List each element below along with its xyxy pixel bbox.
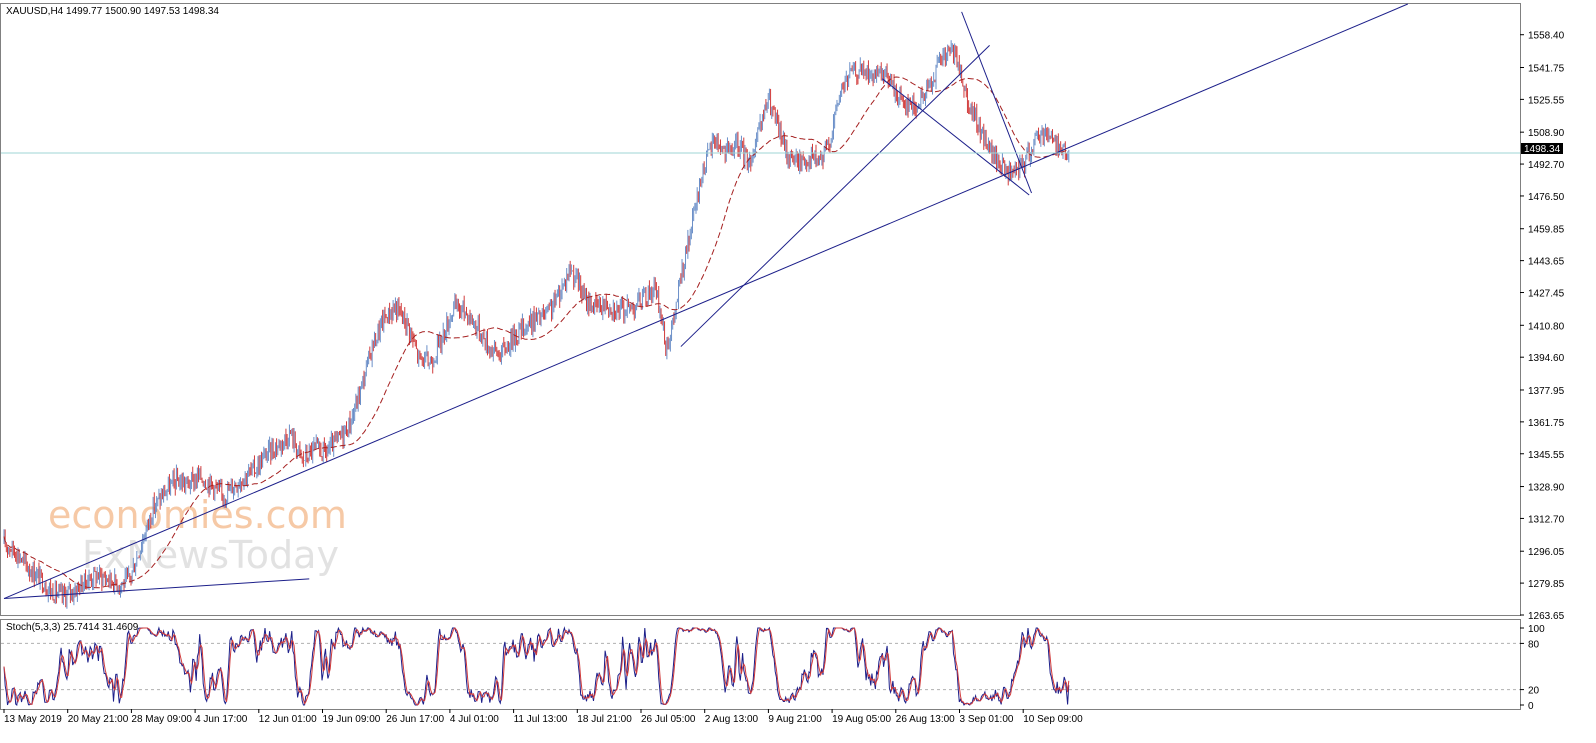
y-tick-label: 1361.75 bbox=[1528, 418, 1565, 429]
main-support-line bbox=[3, 3, 1409, 600]
y-tick-label: 1492.70 bbox=[1528, 160, 1565, 171]
candlesticks bbox=[3, 40, 1070, 609]
y-tick-label: 1427.45 bbox=[1528, 289, 1565, 300]
x-tick-label: 28 May 09:00 bbox=[131, 714, 192, 725]
y-tick-label: 1312.70 bbox=[1528, 514, 1565, 525]
stoch-d-line bbox=[3, 627, 1070, 706]
x-tick-label: 13 May 2019 bbox=[4, 714, 62, 725]
watermark-economies: economies.com bbox=[48, 493, 347, 537]
stoch-tick-label: 80 bbox=[1528, 639, 1540, 650]
time-axis: 13 May 2019 20 May 21:00 28 May 09:00 4 Jun… bbox=[3, 709, 1083, 725]
y-tick-label: 1263.65 bbox=[1528, 611, 1565, 622]
ma-line bbox=[3, 76, 1069, 589]
y-tick-label: 1410.80 bbox=[1528, 321, 1565, 332]
y-tick-label: 1459.85 bbox=[1528, 225, 1565, 236]
x-tick-label: 11 Jul 13:00 bbox=[514, 714, 568, 725]
price-axis: 1558.40 1541.75 1525.55 1508.90 1492.70 1476.… bbox=[1520, 31, 1565, 622]
stoch-tick-label: 20 bbox=[1528, 686, 1540, 697]
x-tick-label: 20 May 21:00 bbox=[68, 714, 129, 725]
channel-line-up bbox=[680, 44, 990, 347]
x-tick-label: 26 Aug 13:00 bbox=[896, 714, 955, 725]
x-tick-label: 3 Sep 01:00 bbox=[960, 714, 1014, 725]
wedge-lower-line bbox=[882, 78, 1030, 196]
x-tick-label: 26 Jun 17:00 bbox=[386, 714, 444, 725]
moving-average bbox=[3, 76, 1069, 589]
y-tick-label: 1443.65 bbox=[1528, 257, 1565, 268]
x-tick-label: 19 Aug 05:00 bbox=[832, 714, 891, 725]
y-tick-label: 1476.50 bbox=[1528, 192, 1565, 203]
x-tick-label: 18 Jul 21:00 bbox=[577, 714, 632, 725]
y-tick-label: 1541.75 bbox=[1528, 63, 1565, 74]
stochastic-oscillator bbox=[1, 626, 1520, 706]
current-price-label: 1498.34 bbox=[1524, 144, 1561, 155]
y-tick-label: 1525.55 bbox=[1528, 95, 1565, 106]
x-tick-label: 4 Jul 01:00 bbox=[450, 714, 499, 725]
stoch-pane bbox=[0, 619, 1521, 710]
stoch-axis: 100 80 20 0 bbox=[1520, 624, 1545, 712]
support-line-early bbox=[3, 578, 310, 600]
stoch-tick-label: 0 bbox=[1528, 701, 1534, 712]
y-tick-label: 1296.05 bbox=[1528, 547, 1565, 558]
x-tick-label: 9 Aug 21:00 bbox=[768, 714, 822, 725]
current-price-box bbox=[1521, 143, 1563, 154]
x-tick-label: 19 Jun 09:00 bbox=[323, 714, 381, 725]
price-pane bbox=[0, 3, 1521, 616]
trendlines bbox=[3, 3, 1409, 600]
y-tick-label: 1377.95 bbox=[1528, 386, 1565, 397]
wedge-upper-line bbox=[961, 11, 1032, 194]
y-tick-label: 1394.60 bbox=[1528, 353, 1565, 364]
stoch-tick-label: 100 bbox=[1528, 624, 1545, 635]
x-tick-label: 12 Jun 01:00 bbox=[259, 714, 317, 725]
y-tick-label: 1345.55 bbox=[1528, 450, 1565, 461]
y-tick-label: 1508.90 bbox=[1528, 128, 1565, 139]
symbol-header: XAUUSD,H4 1499.77 1500.90 1497.53 1498.3… bbox=[6, 6, 219, 17]
x-tick-label: 26 Jul 05:00 bbox=[641, 714, 696, 725]
x-tick-label: 4 Jun 17:00 bbox=[195, 714, 248, 725]
y-tick-label: 1328.90 bbox=[1528, 483, 1565, 494]
x-tick-label: 2 Aug 13:00 bbox=[705, 714, 759, 725]
stoch-header: Stoch(5,3,3) 25.7414 31.4609 bbox=[6, 622, 139, 633]
x-tick-label: 10 Sep 09:00 bbox=[1023, 714, 1083, 725]
watermark-fxnewstoday: FxNewsToday bbox=[82, 533, 339, 577]
y-tick-label: 1558.40 bbox=[1528, 31, 1565, 42]
y-tick-label: 1279.85 bbox=[1528, 579, 1565, 590]
